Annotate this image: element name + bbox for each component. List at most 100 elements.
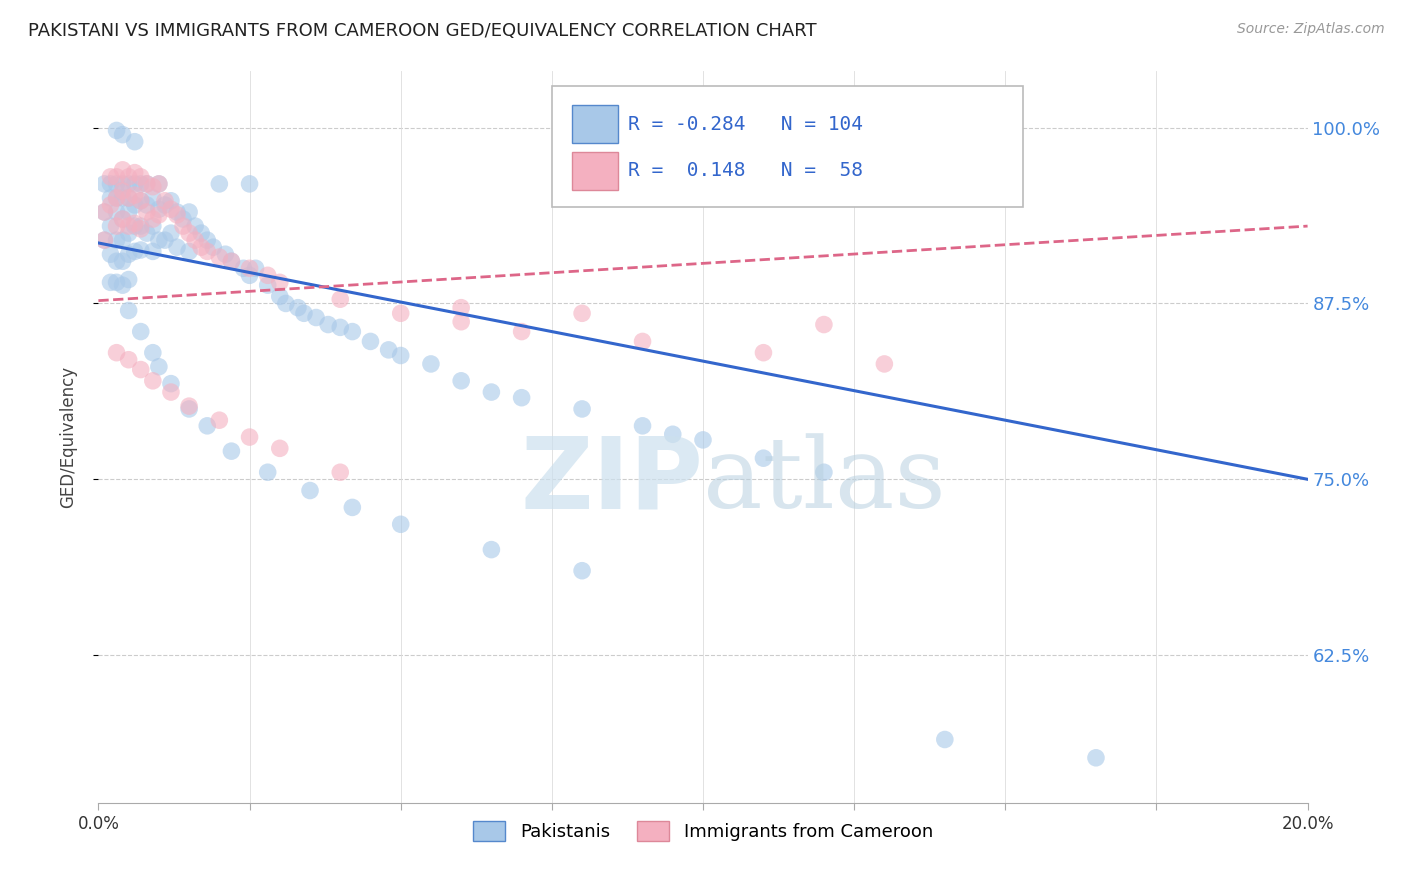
Point bbox=[105, 205, 128, 219]
Point bbox=[631, 334, 654, 349]
Point bbox=[100, 276, 122, 290]
Point bbox=[202, 240, 225, 254]
Point bbox=[195, 418, 218, 433]
Point bbox=[129, 325, 152, 339]
Point bbox=[142, 179, 165, 194]
Point bbox=[172, 212, 194, 227]
Point bbox=[195, 244, 218, 259]
Point bbox=[316, 318, 339, 332]
Point bbox=[752, 345, 775, 359]
Point bbox=[111, 212, 134, 227]
Point bbox=[256, 268, 278, 283]
Point bbox=[179, 401, 201, 416]
Point bbox=[221, 254, 243, 268]
Point bbox=[510, 325, 533, 339]
Point bbox=[389, 306, 412, 320]
Point bbox=[269, 289, 291, 303]
Point bbox=[245, 261, 267, 276]
Point bbox=[105, 345, 128, 359]
Point bbox=[105, 177, 128, 191]
Point bbox=[329, 320, 352, 334]
FancyBboxPatch shape bbox=[551, 86, 1024, 207]
Point bbox=[160, 226, 183, 240]
Point bbox=[118, 247, 141, 261]
Point bbox=[221, 444, 243, 458]
Point bbox=[450, 374, 472, 388]
Point bbox=[111, 128, 134, 142]
Point bbox=[93, 233, 115, 247]
Point bbox=[135, 198, 157, 212]
Point bbox=[274, 296, 297, 310]
Point bbox=[129, 169, 152, 184]
Point bbox=[481, 542, 503, 557]
Point bbox=[873, 357, 896, 371]
Point bbox=[105, 191, 128, 205]
Point bbox=[118, 272, 141, 286]
Point bbox=[232, 261, 254, 276]
Point bbox=[135, 205, 157, 219]
Point bbox=[105, 191, 128, 205]
Point bbox=[166, 240, 188, 254]
Point bbox=[118, 352, 141, 367]
Point bbox=[299, 483, 322, 498]
Point bbox=[135, 177, 157, 191]
Point bbox=[118, 205, 141, 219]
Text: PAKISTANI VS IMMIGRANTS FROM CAMEROON GED/EQUIVALENCY CORRELATION CHART: PAKISTANI VS IMMIGRANTS FROM CAMEROON GE… bbox=[28, 22, 817, 40]
Point bbox=[129, 219, 152, 233]
Point bbox=[129, 194, 152, 208]
Point bbox=[100, 177, 122, 191]
Point bbox=[571, 564, 593, 578]
Point bbox=[420, 357, 443, 371]
Point bbox=[105, 233, 128, 247]
Point bbox=[93, 205, 115, 219]
Point bbox=[124, 219, 146, 233]
Point bbox=[142, 212, 165, 227]
Point bbox=[450, 315, 472, 329]
Point bbox=[342, 325, 364, 339]
Point bbox=[256, 465, 278, 479]
Point bbox=[100, 191, 122, 205]
Point bbox=[93, 233, 115, 247]
Point bbox=[450, 301, 472, 315]
Point bbox=[111, 233, 134, 247]
Point bbox=[692, 433, 714, 447]
Point bbox=[166, 208, 188, 222]
Point bbox=[153, 233, 176, 247]
Text: R =  0.148   N =  58: R = 0.148 N = 58 bbox=[628, 161, 863, 180]
Point bbox=[631, 418, 654, 433]
Point bbox=[148, 177, 170, 191]
Point bbox=[105, 169, 128, 184]
Point bbox=[135, 226, 157, 240]
Point bbox=[148, 177, 170, 191]
Text: R = -0.284   N = 104: R = -0.284 N = 104 bbox=[628, 114, 863, 134]
Point bbox=[153, 194, 176, 208]
Point bbox=[221, 254, 243, 268]
Point bbox=[239, 268, 262, 283]
Point bbox=[129, 362, 152, 376]
Point bbox=[269, 442, 291, 456]
Point bbox=[752, 451, 775, 466]
Bar bbox=[572, 152, 619, 190]
Point bbox=[129, 243, 152, 257]
Point bbox=[148, 208, 170, 222]
Point bbox=[93, 205, 115, 219]
Point bbox=[124, 166, 146, 180]
Point bbox=[111, 177, 134, 191]
Point bbox=[214, 247, 236, 261]
Point bbox=[166, 205, 188, 219]
Point bbox=[142, 244, 165, 259]
Point bbox=[105, 123, 128, 137]
Y-axis label: GED/Equivalency: GED/Equivalency bbox=[59, 366, 77, 508]
Point bbox=[160, 376, 183, 391]
Point bbox=[160, 385, 183, 400]
Point bbox=[124, 177, 146, 191]
Point bbox=[100, 219, 122, 233]
Text: Source: ZipAtlas.com: Source: ZipAtlas.com bbox=[1237, 22, 1385, 37]
Point bbox=[184, 219, 207, 233]
Point bbox=[142, 374, 165, 388]
Point bbox=[195, 233, 218, 247]
Point bbox=[481, 385, 503, 400]
Point bbox=[813, 465, 835, 479]
Point bbox=[111, 191, 134, 205]
Point bbox=[934, 732, 956, 747]
